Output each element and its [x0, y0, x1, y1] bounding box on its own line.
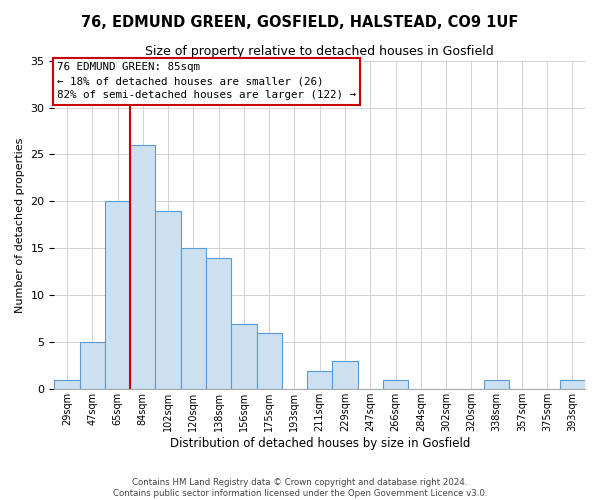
Bar: [484, 380, 509, 390]
Bar: [332, 361, 358, 390]
Bar: [155, 211, 181, 390]
X-axis label: Distribution of detached houses by size in Gosfield: Distribution of detached houses by size …: [170, 437, 470, 450]
Title: Size of property relative to detached houses in Gosfield: Size of property relative to detached ho…: [145, 45, 494, 58]
Bar: [130, 145, 155, 390]
Bar: [231, 324, 257, 390]
Bar: [206, 258, 231, 390]
Text: 76 EDMUND GREEN: 85sqm
← 18% of detached houses are smaller (26)
82% of semi-det: 76 EDMUND GREEN: 85sqm ← 18% of detached…: [57, 62, 356, 100]
Bar: [55, 380, 80, 390]
Text: 76, EDMUND GREEN, GOSFIELD, HALSTEAD, CO9 1UF: 76, EDMUND GREEN, GOSFIELD, HALSTEAD, CO…: [82, 15, 518, 30]
Text: Contains HM Land Registry data © Crown copyright and database right 2024.
Contai: Contains HM Land Registry data © Crown c…: [113, 478, 487, 498]
Bar: [560, 380, 585, 390]
Bar: [80, 342, 105, 390]
Bar: [181, 248, 206, 390]
Y-axis label: Number of detached properties: Number of detached properties: [15, 137, 25, 312]
Bar: [257, 333, 282, 390]
Bar: [383, 380, 408, 390]
Bar: [105, 202, 130, 390]
Bar: [307, 370, 332, 390]
